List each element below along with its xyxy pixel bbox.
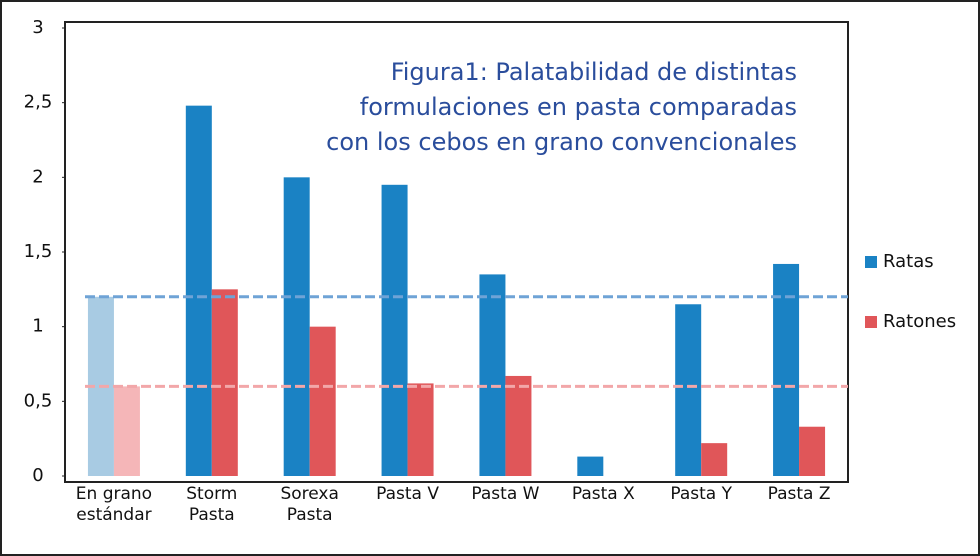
- bar: [283, 177, 310, 477]
- chart-title: Figura1: Palatabilidad de distintas form…: [326, 58, 797, 156]
- x-tick-label-box: En grano estándar: [75, 484, 153, 525]
- x-tick-label-box: Storm Pasta: [186, 484, 238, 525]
- bar: [799, 426, 826, 476]
- bar: [407, 383, 434, 476]
- legend-label: Ratas: [883, 251, 934, 272]
- bar: [185, 105, 212, 477]
- bar: [211, 289, 238, 476]
- x-tick-label: Sorexa Pasta: [280, 484, 339, 525]
- y-tick-label: 3: [32, 17, 43, 38]
- x-tick-label: Pasta Z: [767, 484, 831, 504]
- x-tick-label-box: Pasta V: [376, 484, 439, 504]
- bar: [577, 456, 604, 476]
- legend-label: Ratones: [883, 311, 956, 332]
- x-tick-label-box: Pasta X: [571, 484, 635, 504]
- x-tick-label: Pasta X: [571, 484, 635, 504]
- y-tick-label: 2,5: [24, 92, 53, 113]
- x-tick-label-box: Pasta W: [471, 484, 540, 504]
- bar: [773, 263, 800, 476]
- bar: [701, 443, 728, 476]
- bar: [113, 386, 140, 476]
- x-tick-label: Storm Pasta: [186, 484, 238, 525]
- y-tick-label: 0: [32, 465, 43, 486]
- bar: [505, 375, 532, 476]
- y-tick-label: 1,5: [24, 241, 53, 262]
- bar: [309, 326, 336, 476]
- x-tick-label: Pasta Y: [670, 484, 732, 504]
- y-tick-label: 1: [32, 316, 43, 337]
- legend-swatch: [865, 256, 877, 268]
- bar: [381, 184, 408, 477]
- x-tick-label-box: Sorexa Pasta: [280, 484, 339, 525]
- x-tick-label: Pasta W: [471, 484, 540, 504]
- legend-swatch: [865, 316, 877, 328]
- x-tick-label-box: Pasta Z: [767, 484, 831, 504]
- x-tick-label: En grano estándar: [75, 484, 153, 525]
- chart-title-box: Figura1: Palatabilidad de distintas form…: [326, 58, 797, 156]
- x-tick-label-box: Pasta Y: [670, 484, 732, 504]
- bar: [479, 274, 506, 476]
- x-tick-label: Pasta V: [376, 484, 439, 504]
- y-tick-label: 0,5: [24, 390, 53, 411]
- bar: [675, 304, 702, 476]
- y-tick-label: 2: [32, 166, 43, 187]
